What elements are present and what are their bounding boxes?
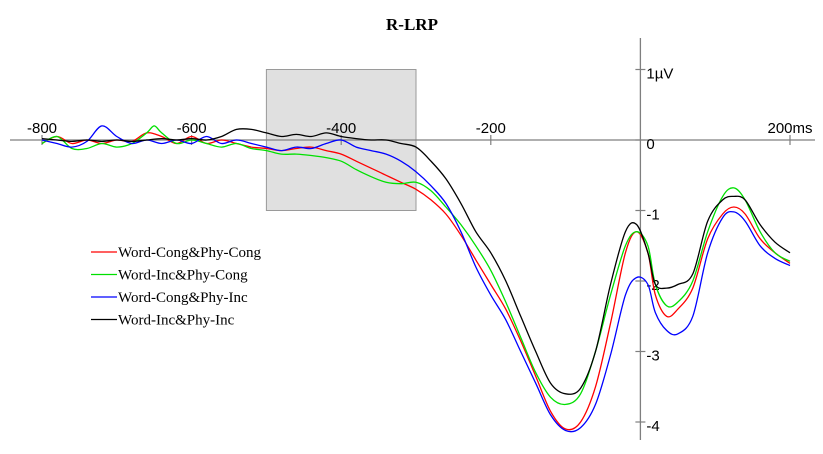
series-line-1: [41, 132, 791, 431]
x-tick-label: -200: [476, 120, 506, 137]
y-tick-label: 0: [646, 136, 654, 153]
legend-label: Word-Inc&Phy-Inc: [118, 313, 235, 329]
y-tick-label: -1: [646, 207, 659, 224]
x-tick-label: -600: [177, 120, 207, 137]
legend: Word-Cong&Phy-Cong Word-Inc&Phy-Cong Word-…: [91, 245, 261, 329]
y-tick-label: 1µV: [646, 66, 673, 83]
series-line-2: [41, 125, 791, 406]
legend-label: Word-Cong&Phy-Inc: [118, 290, 248, 306]
x-tick-label: -400: [326, 120, 356, 137]
series-line-4: [41, 128, 791, 395]
y-tick-label: -3: [646, 348, 659, 365]
legend-label: Word-Inc&Phy-Cong: [118, 268, 248, 284]
legend-label: Word-Cong&Phy-Cong: [118, 245, 261, 261]
y-tick-label: -4: [646, 418, 659, 435]
x-tick-label: -800: [27, 120, 57, 137]
x-ticks: -800 -600 -400 -200 200ms: [27, 120, 813, 145]
x-tick-label: 200ms: [767, 120, 812, 137]
series-line-3: [41, 125, 791, 433]
series-lines: [41, 125, 791, 433]
chart-title: R-LRP: [386, 15, 438, 34]
